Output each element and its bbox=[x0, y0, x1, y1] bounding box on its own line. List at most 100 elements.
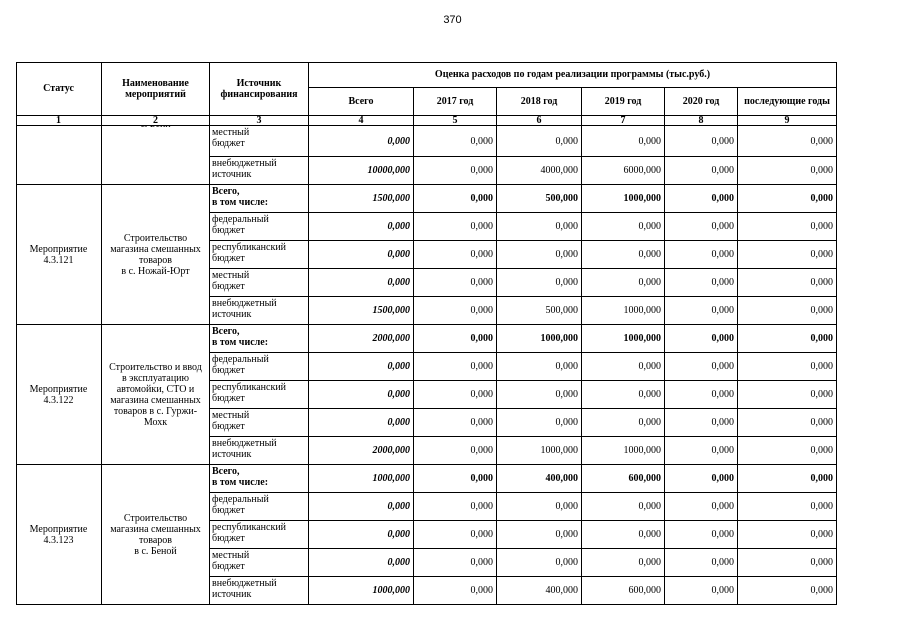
value-cell: 0,000 bbox=[309, 549, 414, 577]
value-cell: 0,000 bbox=[665, 213, 738, 241]
cell-text: 0,000 bbox=[555, 389, 579, 400]
number-cell: 5 bbox=[414, 116, 497, 126]
header-cell: 2019 год bbox=[582, 88, 665, 116]
source-cell: республиканский бюджет bbox=[210, 521, 309, 549]
value-cell: 500,000 bbox=[497, 185, 582, 213]
value-cell: 0,000 bbox=[497, 409, 582, 437]
value-cell: 0,000 bbox=[582, 353, 665, 381]
value-cell: 0,000 bbox=[665, 241, 738, 269]
cell-text: 0,000 bbox=[387, 249, 411, 260]
value-cell: 0,000 bbox=[738, 493, 837, 521]
source-cell: местный бюджет bbox=[210, 269, 309, 297]
cell-text: внебюджетный источник bbox=[212, 578, 277, 600]
cell-text: 0,000 bbox=[810, 445, 834, 456]
cell-text: 0,000 bbox=[711, 135, 735, 147]
cell-text: 0,000 bbox=[810, 305, 834, 316]
value-cell: 0,000 bbox=[414, 437, 497, 465]
cell-text: Строительство магазина смешанных товаров… bbox=[110, 512, 201, 557]
cell-text: Источник финансирования bbox=[220, 77, 298, 100]
cell-text: 6000,000 bbox=[623, 165, 662, 176]
cell-text: 0,000 bbox=[470, 135, 494, 147]
value-cell: 1000,000 bbox=[309, 465, 414, 493]
cell-text: 0,000 bbox=[711, 417, 735, 428]
cell-text: 1000,000 bbox=[372, 473, 411, 484]
source-cell: внебюджетный источник bbox=[210, 297, 309, 325]
header-cell: 2020 год bbox=[665, 88, 738, 116]
value-cell: 0,000 bbox=[665, 493, 738, 521]
cell-text: 0,000 bbox=[810, 361, 834, 372]
value-cell: 0,000 bbox=[309, 381, 414, 409]
cell-text: 0,000 bbox=[711, 445, 735, 456]
value-cell: 0,000 bbox=[582, 126, 665, 157]
cell-text: 500,000 bbox=[545, 305, 579, 316]
cell-text: 0,000 bbox=[387, 135, 411, 147]
source-cell: федеральный бюджет bbox=[210, 213, 309, 241]
cell-text: 0,000 bbox=[810, 529, 834, 540]
value-cell: 0,000 bbox=[665, 437, 738, 465]
value-cell: 0,000 bbox=[309, 521, 414, 549]
cell-text: 1500,000 bbox=[372, 193, 411, 204]
cell-text: 0,000 bbox=[387, 417, 411, 428]
value-cell: 0,000 bbox=[665, 465, 738, 493]
cell-text: 1000,000 bbox=[623, 333, 662, 344]
value-cell: 0,000 bbox=[738, 381, 837, 409]
cell-text: 1000,000 bbox=[372, 585, 411, 596]
value-cell: 0,000 bbox=[738, 577, 837, 605]
value-cell: 1000,000 bbox=[309, 577, 414, 605]
source-cell: республиканский бюджет bbox=[210, 381, 309, 409]
value-cell: 0,000 bbox=[665, 381, 738, 409]
cell-text: 0,000 bbox=[387, 277, 411, 288]
cell-text: 0,000 bbox=[810, 501, 834, 512]
cell-text: 0,000 bbox=[470, 529, 494, 540]
value-cell: 0,000 bbox=[738, 549, 837, 577]
value-cell: 0,000 bbox=[582, 549, 665, 577]
value-cell: 0,000 bbox=[497, 353, 582, 381]
cell-text: 2000,000 bbox=[372, 333, 411, 344]
cell-text: 0,000 bbox=[470, 333, 494, 344]
cell-text: 0,000 bbox=[470, 361, 494, 372]
value-cell: 2000,000 bbox=[309, 325, 414, 353]
cell-text: Всего, в том числе: bbox=[212, 466, 269, 488]
cell-text: 0,000 bbox=[555, 221, 579, 232]
cell-text: 0,000 bbox=[555, 529, 579, 540]
cell-text: 0,000 bbox=[810, 249, 834, 260]
cell-text: 1000,000 bbox=[540, 445, 579, 456]
value-cell: 0,000 bbox=[414, 521, 497, 549]
cell-text: 0,000 bbox=[470, 277, 494, 288]
value-cell: 1000,000 bbox=[497, 325, 582, 353]
value-cell: 1500,000 bbox=[309, 185, 414, 213]
table-frame bbox=[16, 62, 837, 604]
value-cell: 0,000 bbox=[738, 353, 837, 381]
value-cell: 0,000 bbox=[414, 409, 497, 437]
value-cell: 0,000 bbox=[738, 213, 837, 241]
cell-text: 600,000 bbox=[628, 585, 662, 596]
value-cell: 1000,000 bbox=[582, 297, 665, 325]
cell-text: 0,000 bbox=[810, 277, 834, 288]
value-cell: 0,000 bbox=[414, 157, 497, 185]
value-cell: 0,000 bbox=[309, 269, 414, 297]
cell-text: 0,000 bbox=[638, 221, 662, 232]
cell-text: с. Бени bbox=[140, 126, 170, 130]
value-cell: 0,000 bbox=[497, 126, 582, 157]
cell-text: 0,000 bbox=[711, 529, 735, 540]
cell-text: 0,000 bbox=[711, 557, 735, 568]
number-cell: 3 bbox=[210, 116, 309, 126]
cell-text: 0,000 bbox=[711, 585, 735, 596]
value-cell: 0,000 bbox=[665, 549, 738, 577]
cell-text: 4000,000 bbox=[540, 165, 579, 176]
value-cell: 1000,000 bbox=[582, 437, 665, 465]
cell-text: 0,000 bbox=[387, 361, 411, 372]
cell-text: Оценка расходов по годам реализации прог… bbox=[434, 69, 711, 80]
cell-text: 0,000 bbox=[470, 305, 494, 316]
name-cell: Строительство магазина смешанных товаров… bbox=[102, 465, 210, 605]
cell-text: 0,000 bbox=[555, 557, 579, 568]
value-cell: 0,000 bbox=[738, 409, 837, 437]
cell-text: 0,000 bbox=[638, 389, 662, 400]
cell-text: 0,000 bbox=[810, 135, 834, 147]
value-cell: 0,000 bbox=[414, 465, 497, 493]
value-cell: 2000,000 bbox=[309, 437, 414, 465]
value-cell: 0,000 bbox=[582, 493, 665, 521]
value-cell: 0,000 bbox=[414, 493, 497, 521]
source-cell: Всего, в том числе: bbox=[210, 185, 309, 213]
value-cell: 0,000 bbox=[309, 493, 414, 521]
